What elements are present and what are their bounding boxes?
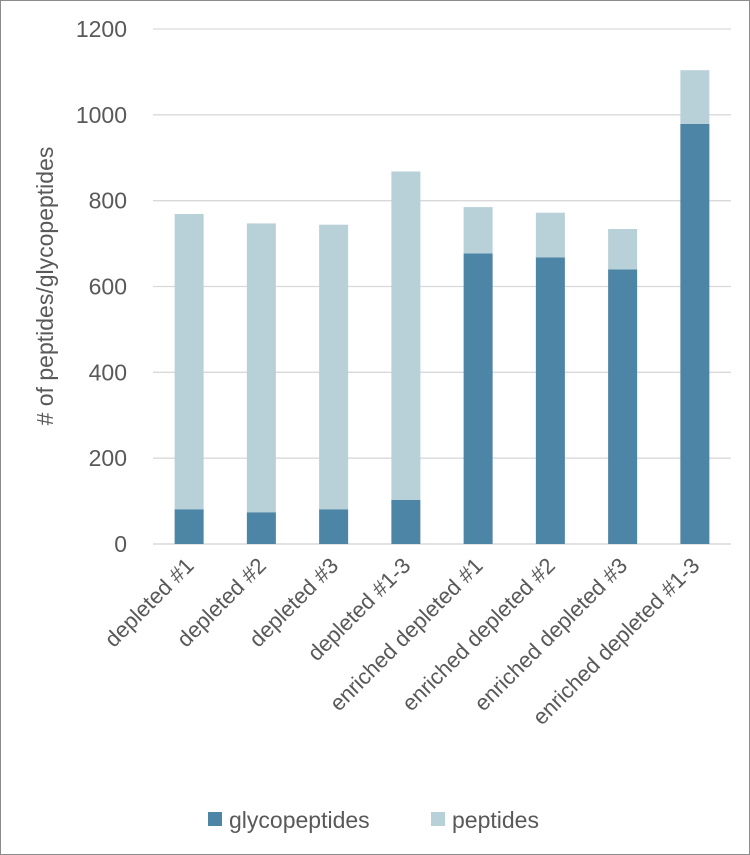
bar-glycopeptides [391, 499, 421, 544]
y-tick-label: 600 [89, 274, 127, 300]
bar-peptides [608, 228, 638, 270]
bar-glycopeptides [535, 257, 565, 544]
bar-glycopeptides [246, 512, 276, 544]
bar-glycopeptides [608, 269, 638, 544]
legend-swatch-peptides [431, 812, 445, 826]
bar-glycopeptides [463, 253, 493, 544]
bar-glycopeptides [680, 123, 710, 545]
bar-peptides [174, 213, 204, 510]
y-tick-label: 1000 [76, 102, 127, 128]
bar-glycopeptides [174, 509, 204, 544]
y-tick-label: 200 [89, 445, 127, 471]
bar-peptides [246, 223, 276, 513]
legend-label-glycopeptides: glycopeptides [229, 807, 370, 833]
bar-peptides [535, 212, 565, 258]
legend-swatch-glycopeptides [208, 812, 222, 826]
bar-peptides [319, 224, 349, 510]
y-axis-title: # of peptides/glycopeptides [32, 147, 58, 426]
y-tick-label: 1200 [76, 16, 127, 42]
bar-peptides [391, 171, 421, 500]
bar-glycopeptides [319, 509, 349, 544]
bar-peptides [463, 207, 493, 254]
bar-peptides [680, 70, 710, 124]
y-tick-label: 800 [89, 188, 127, 214]
y-tick-label: 400 [89, 359, 127, 385]
y-tick-label: 0 [114, 531, 127, 557]
legend-label-peptides: peptides [452, 807, 539, 833]
